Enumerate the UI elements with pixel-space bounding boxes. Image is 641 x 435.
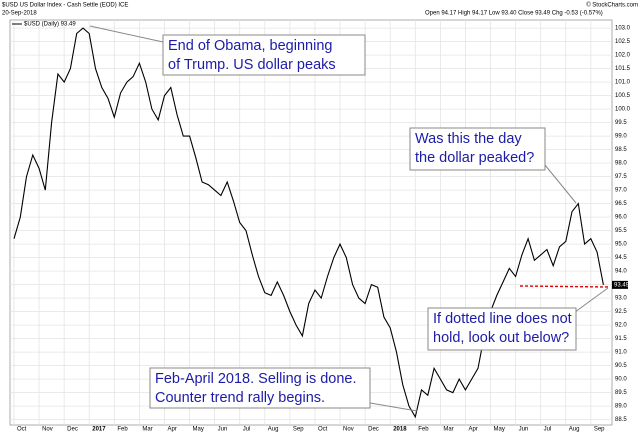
support-line (519, 285, 611, 288)
x-tick-label: Dec (368, 427, 379, 433)
quote: Open 94.17 High 94.17 Low 93.40 Close 93… (425, 11, 603, 17)
annotation-box (409, 127, 546, 171)
y-tick-label: 96.5 (615, 201, 627, 207)
x-tick-label: Sep (594, 427, 605, 433)
annotation-connector (544, 164, 577, 204)
plot-frame (9, 19, 613, 426)
x-tick-label: 2018 (393, 427, 407, 433)
annotation-text: the dollar peaked? (415, 150, 534, 166)
y-tick-label: 93.0 (615, 296, 627, 302)
last-value-label: 93.49 (614, 282, 630, 288)
grid: 88.5 89.0 89.5 90.0 90.5 91.0 91.5 92.0 92.5 93.0… (10, 20, 631, 433)
y-tick-label: 92.0 (615, 323, 627, 329)
plot: 93.49 (13, 27, 630, 419)
y-tick-label: 91.0 (615, 350, 627, 356)
source: © StockCharts.com (586, 2, 638, 9)
x-tick-label: Aug (569, 427, 580, 433)
annotation-text: If dotted line does not (433, 311, 572, 327)
y-tick-label: 89.5 (615, 390, 627, 396)
x-tick-label: Feb (418, 427, 429, 433)
last-value-box (612, 280, 628, 289)
date: 20-Sep-2018 (2, 11, 37, 17)
x-tick-label: Apr (468, 427, 477, 433)
legend-label: $USD (Daily) 93.49 (24, 22, 76, 28)
y-tick-label: 92.5 (615, 309, 627, 315)
x-tick-label: 2017 (92, 427, 106, 433)
y-tick-label: 101.5 (615, 66, 631, 72)
annotation-connector (89, 25, 164, 43)
x-tick-label: Aug (268, 427, 279, 433)
y-tick-label: 102.0 (615, 53, 631, 59)
x-tick-label: Dec (67, 427, 78, 433)
chart-title: $USD US Dollar Index - Cash Settle (EOD)… (2, 3, 128, 9)
y-tick-label: 100.5 (615, 93, 631, 99)
y-tick-label: 94.0 (615, 269, 627, 275)
x-tick-label: Mar (142, 427, 152, 433)
annotation-box (149, 367, 371, 409)
annotation-text: hold, look out below? (433, 330, 569, 346)
annotation-text: Feb-April 2018. Selling is done. (155, 371, 357, 387)
x-tick-label: May (193, 427, 204, 433)
annotation-text: End of Obama, beginning (168, 38, 332, 54)
y-tick-label: 98.5 (615, 147, 627, 153)
x-tick-label: May (494, 427, 505, 433)
y-tick-label: 94.5 (615, 255, 627, 261)
y-tick-label: 96.0 (615, 215, 627, 221)
x-tick-label: Nov (343, 427, 354, 433)
y-tick-label: 98.0 (615, 161, 627, 167)
annotation-text: Counter trend rally begins. (155, 390, 325, 406)
annotation-text: Was this the day (415, 131, 522, 147)
x-tick-label: Apr (167, 427, 176, 433)
annotation-box (427, 307, 577, 351)
y-tick-label: 101.0 (615, 80, 631, 86)
x-tick-label: Jul (544, 427, 552, 433)
annotation-connector (369, 402, 418, 412)
y-tick-label: 102.5 (615, 39, 631, 45)
x-tick-label: Jul (243, 427, 251, 433)
x-tick-label: Oct (318, 427, 328, 433)
x-tick-label: Sep (293, 427, 304, 433)
y-tick-label: 90.0 (615, 377, 627, 383)
annotations: End of Obama, beginning of Trump. US doll… (89, 25, 609, 412)
y-tick-label: 91.5 (615, 336, 627, 342)
x-tick-label: Mar (443, 427, 453, 433)
x-tick-label: Jun (519, 427, 529, 433)
y-tick-label: 99.0 (615, 134, 627, 140)
y-tick-label: 103.0 (615, 26, 631, 32)
annotation-text: of Trump. US dollar peaks (168, 57, 336, 73)
y-tick-label: 97.0 (615, 188, 627, 194)
annotation-connector (574, 287, 609, 313)
y-tick-label: 97.5 (615, 174, 627, 180)
x-tick-label: Nov (42, 427, 53, 433)
y-tick-label: 95.0 (615, 242, 627, 248)
y-tick-label: 90.5 (615, 363, 627, 369)
y-tick-label: 95.5 (615, 228, 627, 234)
x-tick-label: Oct (17, 427, 27, 433)
x-tick-label: Feb (117, 427, 128, 433)
annotation-box (162, 34, 366, 76)
y-tick-label: 99.5 (615, 120, 627, 126)
y-tick-label: 100.0 (615, 107, 631, 113)
x-tick-label: Jun (218, 427, 228, 433)
line-series (13, 27, 604, 419)
y-tick-label: 89.0 (615, 404, 627, 410)
y-tick-label: 88.5 (615, 417, 627, 423)
